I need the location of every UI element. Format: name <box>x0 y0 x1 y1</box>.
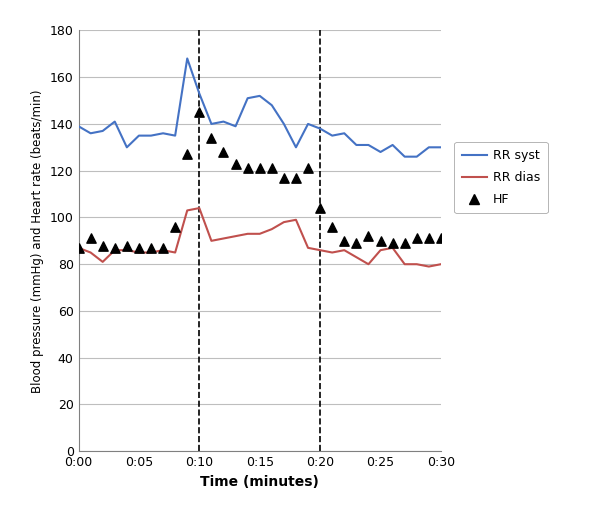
HF <box>110 244 120 252</box>
RR dias <box>413 261 420 267</box>
RR dias <box>232 233 239 239</box>
RR syst <box>184 55 191 61</box>
RR dias <box>401 261 408 267</box>
RR syst <box>172 132 179 138</box>
RR dias <box>365 261 372 267</box>
HF <box>231 160 240 168</box>
RR syst <box>425 144 432 151</box>
HF <box>400 239 410 247</box>
HF <box>291 173 301 182</box>
RR dias <box>111 247 118 253</box>
RR syst <box>341 130 348 136</box>
RR syst <box>220 119 227 125</box>
Legend: RR syst, RR dias, HF: RR syst, RR dias, HF <box>454 142 548 213</box>
RR syst <box>413 154 420 160</box>
HF <box>86 234 95 242</box>
RR syst <box>99 128 106 134</box>
RR syst <box>365 142 372 148</box>
HF <box>122 241 132 249</box>
HF <box>376 237 385 245</box>
RR syst <box>377 149 384 155</box>
HF <box>352 239 361 247</box>
X-axis label: Time (minutes): Time (minutes) <box>201 475 319 489</box>
RR syst <box>329 132 336 138</box>
RR dias <box>99 259 106 265</box>
RR syst <box>353 142 360 148</box>
HF <box>388 239 397 247</box>
HF <box>243 164 252 172</box>
HF <box>98 241 108 249</box>
HF <box>339 237 349 245</box>
RR syst <box>292 144 300 151</box>
RR syst <box>437 144 445 151</box>
RR dias <box>437 261 445 267</box>
RR syst <box>159 130 167 136</box>
RR syst <box>304 121 312 127</box>
HF <box>255 164 265 172</box>
RR dias <box>87 249 94 256</box>
RR dias <box>341 247 348 253</box>
RR dias <box>172 249 179 256</box>
RR syst <box>87 130 94 136</box>
RR syst <box>196 90 203 96</box>
HF <box>74 244 83 252</box>
RR syst <box>280 121 288 127</box>
RR dias <box>316 247 324 253</box>
HF <box>194 108 204 116</box>
RR dias <box>268 226 275 232</box>
Y-axis label: Blood pressure (mmHg) and Heart rate (beats/min): Blood pressure (mmHg) and Heart rate (be… <box>31 89 44 392</box>
RR dias <box>135 249 143 256</box>
RR dias <box>304 245 312 251</box>
RR dias <box>377 247 384 253</box>
RR syst <box>268 102 275 108</box>
RR dias <box>256 231 263 237</box>
HF <box>158 244 168 252</box>
HF <box>436 234 446 242</box>
HF <box>207 134 216 142</box>
RR dias <box>389 245 396 251</box>
RR dias <box>244 231 251 237</box>
HF <box>134 244 144 252</box>
RR dias <box>425 264 432 270</box>
RR dias <box>353 254 360 260</box>
RR dias <box>292 216 300 223</box>
RR dias <box>123 247 130 253</box>
Line: RR syst: RR syst <box>79 58 441 157</box>
RR syst <box>389 142 396 148</box>
RR syst <box>135 132 143 138</box>
HF <box>412 234 422 242</box>
RR dias <box>220 235 227 241</box>
RR syst <box>208 121 215 127</box>
RR dias <box>147 249 155 256</box>
RR syst <box>111 119 118 125</box>
RR syst <box>316 126 324 132</box>
RR dias <box>280 219 288 225</box>
RR syst <box>75 123 82 129</box>
RR dias <box>208 238 215 244</box>
RR dias <box>75 245 82 251</box>
HF <box>146 244 156 252</box>
HF <box>170 223 180 231</box>
RR syst <box>232 123 239 129</box>
HF <box>182 150 192 158</box>
HF <box>267 164 277 172</box>
RR dias <box>184 207 191 213</box>
RR syst <box>401 154 408 160</box>
RR syst <box>244 95 251 101</box>
RR syst <box>123 144 130 151</box>
HF <box>327 223 337 231</box>
HF <box>279 173 289 182</box>
Line: RR dias: RR dias <box>79 208 441 267</box>
HF <box>303 164 313 172</box>
HF <box>315 204 325 212</box>
RR syst <box>147 132 155 138</box>
RR dias <box>196 205 203 211</box>
RR syst <box>256 93 263 99</box>
HF <box>364 232 373 240</box>
HF <box>219 148 228 156</box>
RR dias <box>159 247 167 253</box>
HF <box>424 234 434 242</box>
RR dias <box>329 249 336 256</box>
